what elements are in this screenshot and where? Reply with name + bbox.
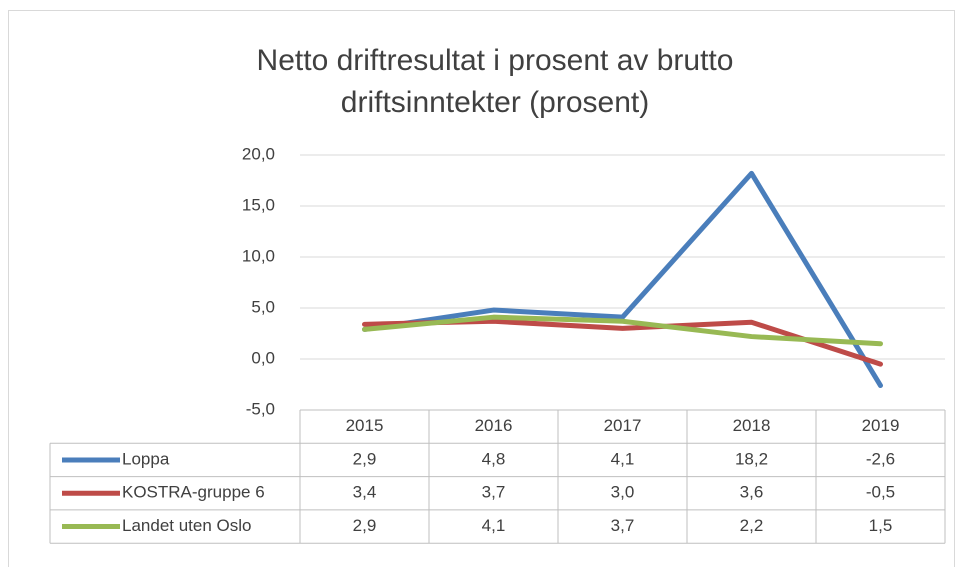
chart-border: [8, 10, 955, 567]
table-value: 2,9: [353, 449, 377, 468]
series-line: [362, 170, 883, 389]
table-value: 2,2: [740, 516, 764, 535]
table-value: 3,7: [611, 516, 635, 535]
table-value: 3,0: [611, 483, 635, 502]
table-value: -2,6: [866, 449, 895, 468]
y-tick-label: 20,0: [242, 144, 275, 163]
table-value: 3,7: [482, 483, 506, 502]
table-value: -0,5: [866, 483, 895, 502]
y-tick-label: 10,0: [242, 246, 275, 265]
table-value: 3,6: [740, 483, 764, 502]
x-tick-label: 2018: [733, 416, 771, 435]
y-tick-label: 5,0: [251, 297, 275, 316]
legend-label: KOSTRA-gruppe 6: [122, 483, 265, 502]
table-value: 4,1: [611, 449, 635, 468]
table-value: 4,8: [482, 449, 506, 468]
y-tick-label: -5,0: [246, 399, 275, 418]
x-tick-label: 2015: [346, 416, 384, 435]
legend-label: Landet uten Oslo: [122, 516, 251, 535]
x-tick-label: 2016: [475, 416, 513, 435]
x-tick-label: 2019: [862, 416, 900, 435]
chart-title: Netto driftresultat i prosent av brutto …: [256, 44, 734, 119]
table-value: 1,5: [869, 516, 893, 535]
y-tick-label: 15,0: [242, 195, 275, 214]
table-value: 4,1: [482, 516, 506, 535]
table-value: 3,4: [353, 483, 377, 502]
x-tick-label: 2017: [604, 416, 642, 435]
legend-label: Loppa: [122, 449, 170, 468]
y-tick-label: 0,0: [251, 348, 275, 367]
series-line: [362, 314, 883, 347]
table-value: 2,9: [353, 516, 377, 535]
table-value: 18,2: [735, 449, 768, 468]
